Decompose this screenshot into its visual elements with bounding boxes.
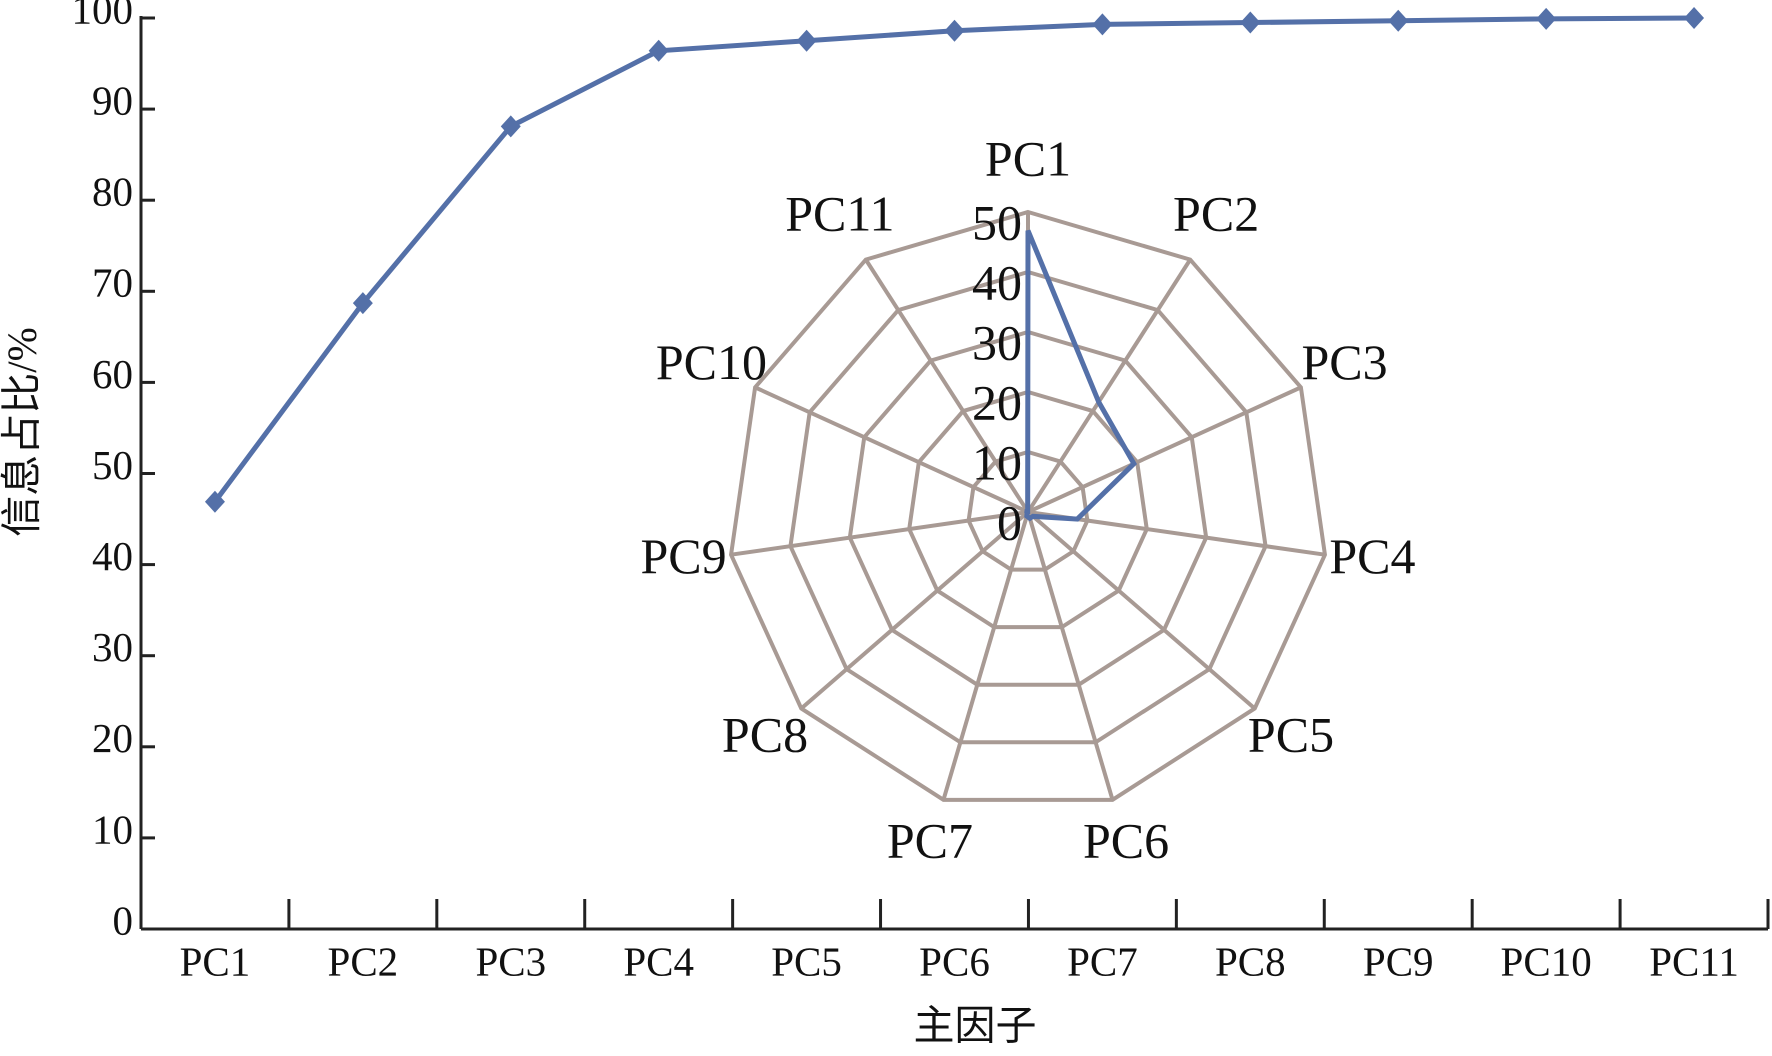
marker (500, 115, 521, 138)
x-axis-title: 主因子 (914, 1002, 1037, 1048)
radar-grid (966, 449, 1090, 572)
radar-tick-label: 0 (997, 494, 1022, 550)
radar-grid (788, 269, 1268, 745)
radar-category-label: PC9 (640, 528, 726, 584)
marker (1240, 11, 1261, 34)
y-tick-label: 10 (92, 806, 133, 852)
x-tick-label: PC9 (1363, 938, 1434, 984)
x-tick-label: PC8 (1215, 938, 1286, 984)
radar-category-label: PC10 (656, 334, 767, 390)
radar-spoke (1026, 510, 1257, 710)
radar-spoke (730, 510, 1029, 557)
marker (1684, 7, 1705, 29)
y-tick-label: 40 (92, 533, 133, 579)
marker (944, 19, 965, 42)
radar-category-label: PC4 (1329, 528, 1415, 584)
y-tick-label: 20 (92, 715, 133, 761)
radar-category-label: PC6 (1083, 812, 1169, 868)
radar-spoke (1027, 385, 1302, 514)
y-tick-label: 0 (113, 897, 134, 943)
radar-spoke (864, 258, 1030, 514)
x-tick-label: PC6 (919, 938, 990, 984)
radar-tick-label: 10 (972, 434, 1022, 490)
marker (1092, 13, 1113, 36)
x-tick-label: PC11 (1649, 938, 1739, 984)
marker (648, 39, 669, 62)
marker (352, 292, 373, 315)
radar-category-label: PC2 (1173, 186, 1259, 242)
radar-spoke (941, 511, 1030, 801)
y-tick-label: 80 (92, 169, 133, 215)
radar-tick-label: 30 (972, 314, 1022, 370)
radar-category-label: PC5 (1248, 706, 1334, 762)
radar-spoke (1026, 511, 1115, 801)
radar-category-label: PC1 (985, 130, 1071, 186)
radar-grid (728, 209, 1328, 802)
marker (1388, 9, 1409, 32)
x-tick-label: PC10 (1501, 938, 1592, 984)
radar-spoke (1026, 258, 1192, 514)
y-tick-label: 70 (92, 260, 133, 306)
x-tick-label: PC5 (771, 938, 842, 984)
radar-category-label: PC7 (887, 812, 973, 868)
radar-category-label: PC3 (1301, 334, 1387, 390)
x-tick-label: PC4 (623, 938, 694, 984)
y-tick-label: 60 (92, 351, 133, 397)
y-axis-title: 信息占比/% (0, 327, 44, 537)
radar-spoke (799, 510, 1030, 710)
y-tick-label: 50 (92, 442, 133, 488)
x-tick-label: PC7 (1067, 938, 1138, 984)
marker (796, 29, 817, 52)
radar-spoke (754, 385, 1029, 514)
series-line (212, 15, 1695, 504)
radar-tick-label: 50 (972, 194, 1022, 250)
y-tick-label: 100 (72, 0, 134, 32)
radar-series (1024, 229, 1138, 522)
x-tick-label: PC1 (180, 938, 251, 984)
x-tick-label: PC3 (475, 938, 546, 984)
radar-grid (847, 329, 1209, 687)
radar-category-label: PC8 (722, 706, 808, 762)
radar-tick-label: 40 (972, 254, 1022, 310)
y-tick-label: 30 (92, 624, 133, 670)
x-tick-label: PC2 (328, 938, 399, 984)
radar-category-label: PC11 (785, 186, 894, 242)
marker (204, 490, 225, 513)
marker (1536, 7, 1557, 30)
radar-tick-label: 20 (972, 374, 1022, 430)
y-tick-label: 90 (92, 78, 133, 124)
